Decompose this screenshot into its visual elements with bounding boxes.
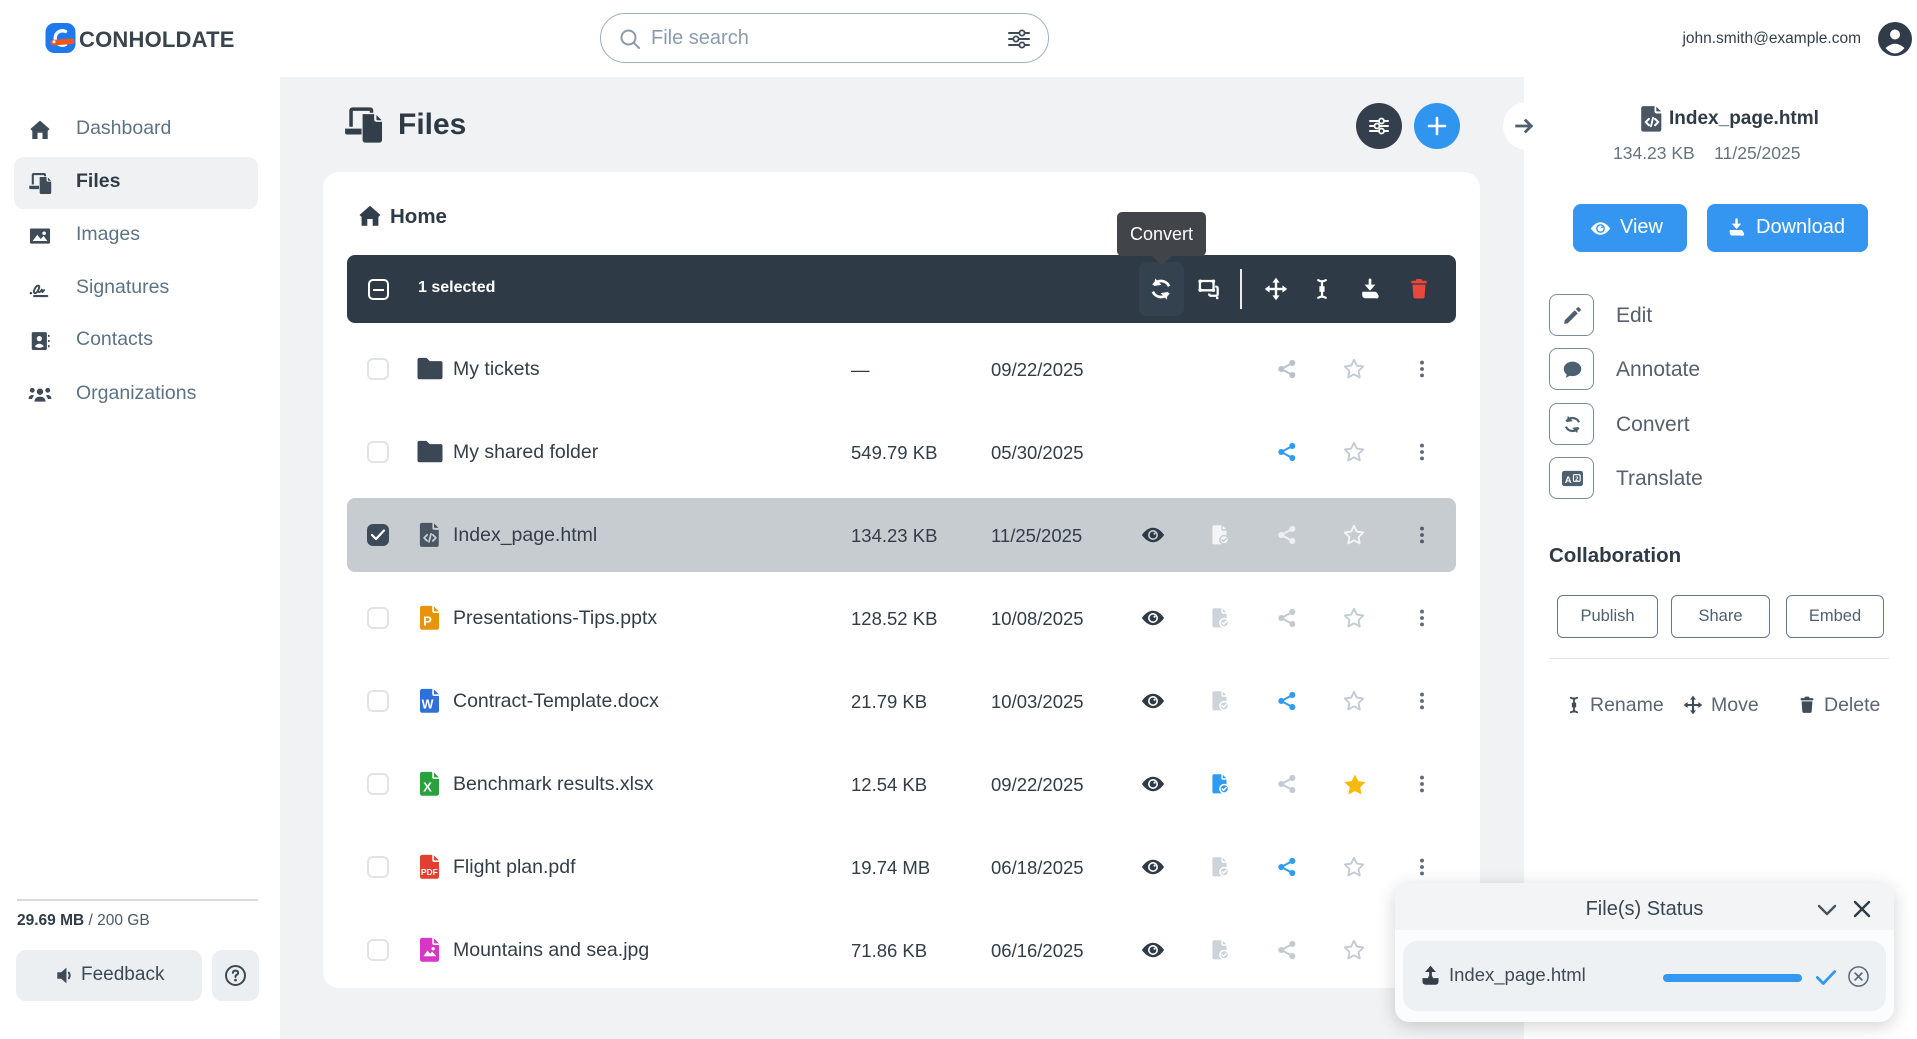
svg-text:W: W (422, 697, 434, 711)
svg-text:P: P (423, 613, 432, 628)
svg-text:X: X (423, 779, 432, 794)
svg-text:2: 2 (1575, 476, 1578, 482)
svg-text:A: A (1565, 475, 1572, 486)
svg-text:PDF: PDF (421, 867, 438, 877)
